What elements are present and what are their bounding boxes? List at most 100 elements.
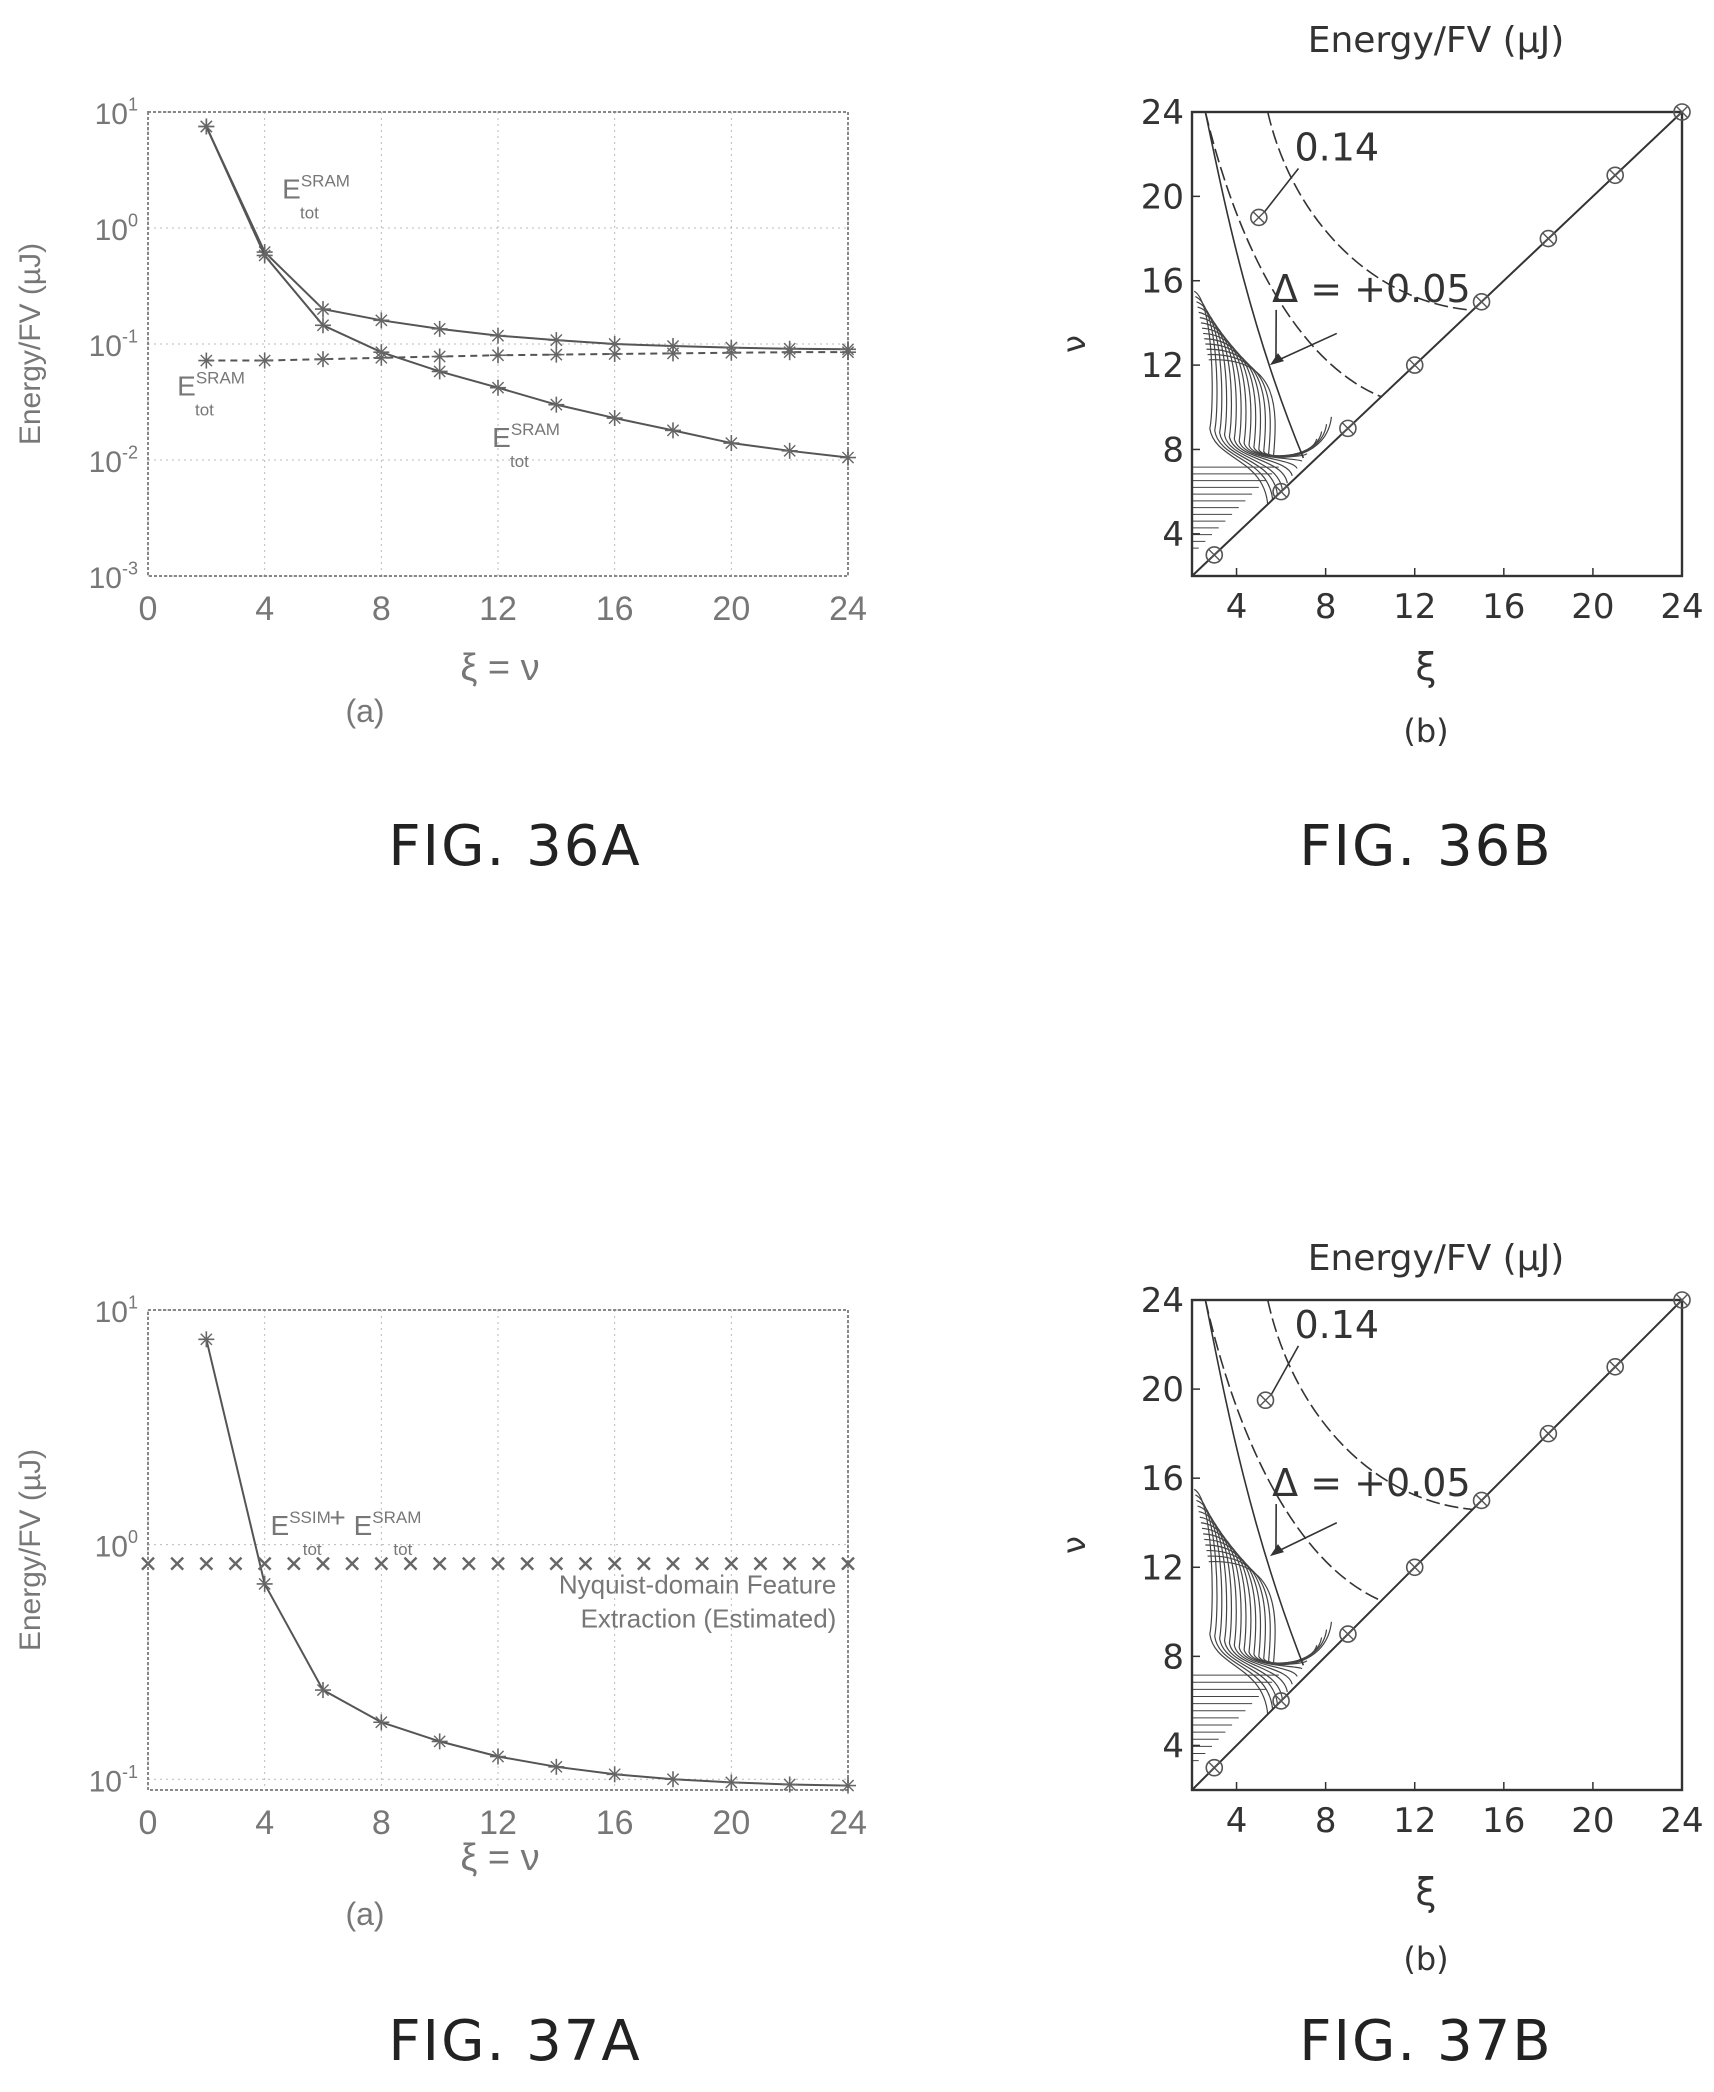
data-point — [491, 1556, 505, 1571]
x-axis-label: ξ = ν — [460, 647, 539, 689]
x-tick-label: 8 — [1315, 1801, 1337, 1841]
leader-line — [1270, 1345, 1300, 1395]
data-point — [461, 1556, 476, 1571]
x-tick-label: 4 — [255, 590, 274, 628]
data-point — [373, 1714, 390, 1731]
data-point — [431, 348, 448, 365]
diagonal-line — [1191, 111, 1683, 577]
x-tick-label: 16 — [1482, 587, 1525, 627]
x-tick-label: 24 — [1660, 587, 1703, 627]
contour-line — [1206, 348, 1323, 457]
x-tick-label: 0 — [139, 590, 158, 628]
data-point — [723, 435, 740, 452]
data-point — [431, 1733, 448, 1750]
y-tick-label: 4 — [1162, 515, 1184, 555]
contour-line — [1195, 1494, 1274, 1710]
y-tick-label: 4 — [1162, 1726, 1184, 1766]
data-point — [840, 344, 856, 361]
data-point — [606, 345, 623, 362]
data-point — [606, 410, 623, 427]
contour-line — [1193, 290, 1269, 505]
data-point — [548, 332, 565, 349]
data-point — [490, 1748, 506, 1765]
data-point — [490, 327, 506, 344]
annotation-label: ESRAM tot — [177, 368, 245, 419]
annotation-text: Extraction (Estimated) — [581, 1603, 837, 1633]
data-point — [198, 118, 215, 135]
series-line — [205, 1339, 849, 1787]
data-point — [811, 1556, 826, 1571]
y-tick-label: 101 — [95, 95, 138, 132]
data-point — [665, 422, 681, 439]
y-tick-label: 101 — [95, 1293, 138, 1330]
leader-line — [1275, 1522, 1338, 1553]
contour-line — [1195, 295, 1274, 500]
y-tick-label: 8 — [1162, 430, 1184, 470]
y-tick-label: 100 — [95, 211, 138, 248]
data-point — [1272, 482, 1290, 501]
annotation-text: Nyquist-domain Feature — [559, 1569, 836, 1599]
subfigure-label: (a) — [345, 693, 384, 729]
subfigure-label: (a) — [345, 1896, 384, 1932]
data-point — [256, 1575, 273, 1592]
data-point — [373, 349, 390, 366]
contour-line — [1193, 1488, 1269, 1715]
annotation-label: 0.14 — [1294, 126, 1379, 170]
data-point — [286, 1556, 301, 1571]
data-point — [256, 247, 273, 264]
data-point — [753, 1556, 768, 1571]
x-tick-label: 16 — [596, 1804, 634, 1842]
data-point — [373, 312, 390, 329]
x-tick-label: 12 — [479, 1804, 517, 1842]
leader-line — [1275, 332, 1338, 362]
data-point — [520, 1556, 535, 1571]
data-point — [549, 1556, 564, 1571]
data-point — [548, 1758, 565, 1775]
data-point — [781, 344, 798, 361]
y-axis-label: Energy/FV (µJ) — [14, 1449, 47, 1651]
data-point — [606, 1766, 623, 1783]
subfigure-label: (b) — [1403, 1940, 1448, 1978]
y-tick-label: 10-2 — [89, 443, 138, 480]
data-point — [578, 1556, 593, 1571]
y-tick-label: 20 — [1141, 177, 1184, 217]
contour-line — [1207, 353, 1328, 458]
data-point — [1405, 356, 1424, 374]
x-tick-label: 20 — [712, 590, 750, 628]
y-tick-label: 100 — [95, 1527, 138, 1564]
data-point — [490, 347, 506, 364]
data-point — [490, 379, 506, 396]
figure-caption: FIG. 36A — [388, 814, 641, 879]
series-line — [205, 126, 849, 459]
contour-line — [1266, 112, 1473, 312]
annotation-label: Δ = +0.05 — [1272, 1461, 1470, 1505]
data-point — [257, 1556, 272, 1571]
x-tick-label: 20 — [712, 1804, 750, 1842]
annotation-formula: ESSIM tot + ESRAM tot — [271, 1502, 422, 1559]
data-point — [1539, 1424, 1558, 1443]
x-tick-label: 4 — [255, 1804, 274, 1842]
y-tick-label: 12 — [1141, 1548, 1184, 1588]
x-tick-label: 8 — [1315, 587, 1337, 627]
y-tick-label: 10-1 — [89, 1762, 138, 1799]
y-tick-label: 16 — [1141, 1459, 1184, 1499]
data-point — [374, 1556, 389, 1571]
y-tick-label: 16 — [1141, 262, 1184, 302]
data-point — [607, 1556, 622, 1571]
annotation-label: ESRAM tot — [282, 171, 350, 222]
figure-caption: FIG. 37A — [388, 2009, 641, 2074]
arrow-head — [1269, 1544, 1284, 1557]
data-point — [1205, 1758, 1224, 1777]
y-axis-label: ν — [1055, 335, 1093, 353]
x-tick-label: 12 — [1393, 587, 1436, 627]
data-point — [403, 1556, 418, 1571]
contour-line — [1204, 1300, 1305, 1666]
data-point — [695, 1556, 710, 1571]
chart-fig37a: 0 4 8 12 16 20 24 101 100 10-1 Energy/FV (µJ) ξ = ν… — [14, 1293, 867, 1933]
x-tick-label: 24 — [829, 590, 867, 628]
x-tick-label: 24 — [829, 1804, 867, 1842]
data-point — [1673, 1291, 1691, 1309]
data-point — [666, 1556, 680, 1571]
data-point — [315, 317, 331, 334]
leader-line — [1264, 168, 1300, 212]
